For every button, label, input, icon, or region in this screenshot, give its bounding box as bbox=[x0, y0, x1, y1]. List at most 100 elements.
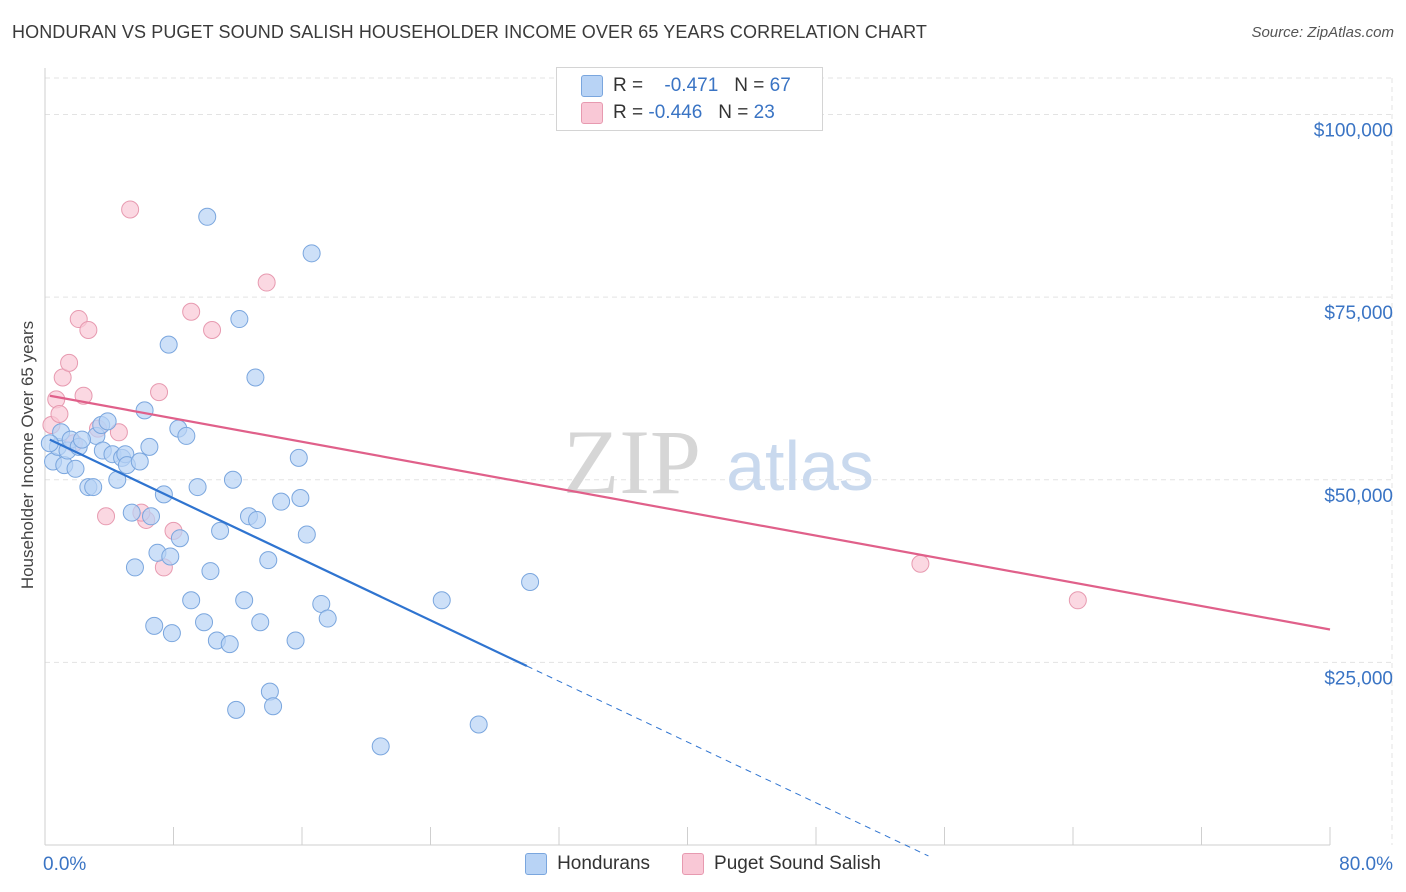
watermark-zip: ZIP bbox=[563, 411, 701, 513]
salish-point[interactable] bbox=[911, 554, 930, 573]
honduran-point[interactable] bbox=[170, 529, 189, 548]
r-label: R = bbox=[613, 75, 644, 96]
honduran-point[interactable] bbox=[291, 489, 310, 508]
n-value: 23 bbox=[753, 102, 775, 123]
salish-points bbox=[42, 200, 1087, 610]
salish-point[interactable] bbox=[182, 302, 201, 321]
y-tick-label: $25,000 bbox=[1324, 668, 1393, 689]
bottom-legend: Hondurans Puget Sound Salish bbox=[0, 850, 1406, 878]
honduran-point[interactable] bbox=[159, 335, 178, 354]
watermark-atlas: atlas bbox=[726, 427, 874, 505]
legend-label-salish: Puget Sound Salish bbox=[714, 853, 881, 874]
x-tick-label-min: 0.0% bbox=[43, 854, 86, 875]
r-value: -0.471 bbox=[664, 75, 719, 96]
salish-point[interactable] bbox=[257, 273, 276, 292]
honduran-point[interactable] bbox=[140, 437, 159, 456]
y-axis-label: Householder Income Over 65 years bbox=[18, 320, 37, 590]
honduran-point[interactable] bbox=[248, 510, 267, 529]
honduran-point[interactable] bbox=[432, 591, 451, 610]
honduran-point[interactable] bbox=[469, 715, 488, 734]
honduran-point[interactable] bbox=[272, 492, 291, 511]
honduran-point[interactable] bbox=[98, 412, 117, 431]
source-label: Source: ZipAtlas.com bbox=[1251, 24, 1394, 41]
hondurans-points bbox=[40, 207, 540, 756]
honduran-point[interactable] bbox=[235, 591, 254, 610]
honduran-point[interactable] bbox=[230, 310, 249, 329]
hondurans-trend-line bbox=[49, 438, 528, 668]
honduran-point[interactable] bbox=[66, 459, 85, 478]
honduran-point[interactable] bbox=[251, 613, 270, 632]
salish-point[interactable] bbox=[60, 353, 79, 372]
stats-row-hondurans: R = -0.471 N = 67 bbox=[581, 73, 791, 99]
legend-item-salish[interactable]: Puget Sound Salish bbox=[682, 853, 881, 875]
honduran-point[interactable] bbox=[302, 244, 321, 263]
honduran-point[interactable] bbox=[130, 452, 149, 471]
honduran-point[interactable] bbox=[227, 700, 246, 719]
honduran-point[interactable] bbox=[142, 507, 161, 526]
y-tick-label: $50,000 bbox=[1324, 486, 1393, 507]
tick-labels: $25,000 $50,000 $75,000 $100,000 0.0% 80.0% bbox=[43, 121, 1393, 875]
honduran-point[interactable] bbox=[211, 521, 230, 540]
honduran-point[interactable] bbox=[195, 613, 214, 632]
legend-label-hondurans: Hondurans bbox=[557, 853, 651, 874]
hondurans-swatch bbox=[525, 853, 548, 875]
y-tick-label: $100,000 bbox=[1314, 121, 1393, 142]
honduran-point[interactable] bbox=[135, 401, 154, 420]
honduran-point[interactable] bbox=[177, 426, 196, 445]
honduran-point[interactable] bbox=[318, 609, 337, 628]
honduran-point[interactable] bbox=[72, 430, 91, 449]
honduran-point[interactable] bbox=[201, 562, 220, 581]
chart-title: HONDURAN VS PUGET SOUND SALISH HOUSEHOLD… bbox=[12, 22, 927, 42]
trend-lines bbox=[49, 394, 1331, 857]
honduran-point[interactable] bbox=[259, 551, 278, 570]
salish-point[interactable] bbox=[121, 200, 140, 219]
salish-point[interactable] bbox=[74, 386, 93, 405]
honduran-point[interactable] bbox=[122, 503, 141, 522]
watermark: ZIP atlas bbox=[563, 411, 874, 513]
salish-point[interactable] bbox=[203, 321, 222, 340]
honduran-point[interactable] bbox=[260, 682, 279, 701]
salish-point[interactable] bbox=[1068, 591, 1087, 610]
honduran-point[interactable] bbox=[286, 631, 305, 650]
axes bbox=[44, 68, 1331, 846]
hondurans-swatch bbox=[581, 75, 603, 97]
honduran-point[interactable] bbox=[182, 591, 201, 610]
salish-point[interactable] bbox=[109, 423, 128, 442]
honduran-point[interactable] bbox=[198, 207, 217, 226]
honduran-point[interactable] bbox=[521, 573, 540, 592]
x-tick-label-max: 80.0% bbox=[1339, 854, 1393, 875]
salish-point[interactable] bbox=[50, 405, 69, 424]
honduran-point[interactable] bbox=[246, 368, 265, 387]
honduran-point[interactable] bbox=[84, 478, 103, 497]
stats-row-salish: R = -0.446 N = 23 bbox=[581, 100, 775, 126]
legend-item-hondurans[interactable]: Hondurans bbox=[525, 853, 650, 875]
honduran-point[interactable] bbox=[161, 547, 180, 566]
honduran-point[interactable] bbox=[125, 558, 144, 577]
salish-point[interactable] bbox=[79, 321, 98, 340]
salish-point[interactable] bbox=[150, 383, 169, 402]
salish-point[interactable] bbox=[97, 507, 116, 526]
salish-swatch bbox=[682, 853, 705, 875]
r-value: -0.446 bbox=[648, 102, 703, 123]
honduran-point[interactable] bbox=[223, 470, 242, 489]
honduran-point[interactable] bbox=[289, 448, 308, 467]
r-label: R = bbox=[613, 102, 644, 123]
salish-trend-line bbox=[49, 394, 1331, 631]
salish-point[interactable] bbox=[47, 390, 66, 409]
honduran-point[interactable] bbox=[188, 478, 207, 497]
n-label: N = bbox=[734, 75, 765, 96]
y-tick-label: $75,000 bbox=[1324, 303, 1393, 324]
honduran-point[interactable] bbox=[264, 697, 283, 716]
n-value: 67 bbox=[769, 75, 791, 96]
honduran-point[interactable] bbox=[297, 525, 316, 544]
honduran-point[interactable] bbox=[162, 624, 181, 643]
stats-legend: R = -0.471 N = 67 R = -0.446 N = 23 bbox=[556, 67, 823, 131]
honduran-point[interactable] bbox=[371, 737, 390, 756]
honduran-point[interactable] bbox=[220, 635, 239, 654]
gridlines bbox=[45, 77, 1393, 845]
n-label: N = bbox=[718, 102, 749, 123]
hondurans-trend-extension bbox=[526, 665, 929, 857]
honduran-point[interactable] bbox=[145, 616, 164, 635]
salish-swatch bbox=[581, 102, 603, 124]
